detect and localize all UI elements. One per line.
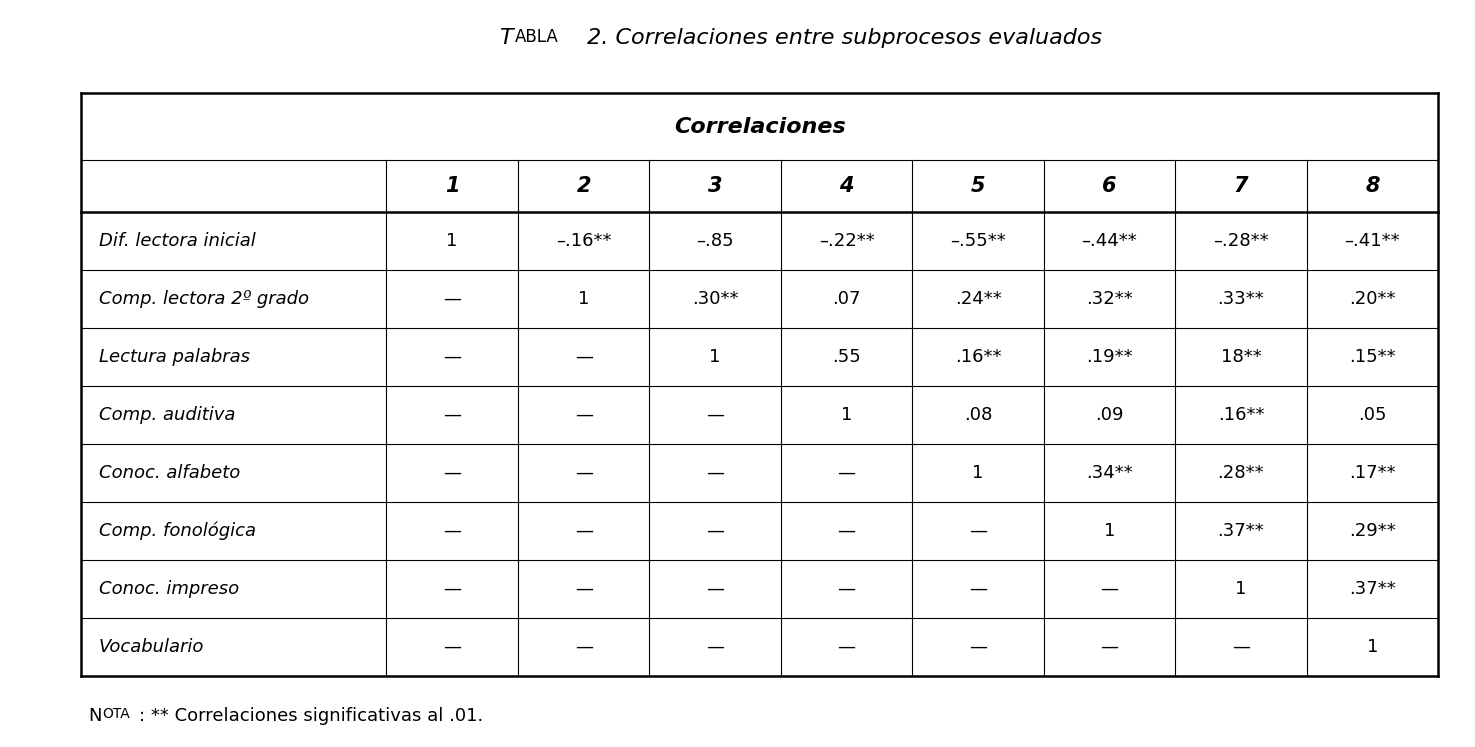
Text: —: — [1100, 638, 1118, 656]
Text: .20**: .20** [1350, 290, 1395, 308]
Text: Comp. lectora 2º grado: Comp. lectora 2º grado [99, 290, 308, 308]
Text: .37**: .37** [1217, 522, 1264, 540]
Text: —: — [575, 522, 593, 540]
Text: —: — [575, 406, 593, 424]
Text: 18**: 18** [1220, 348, 1261, 366]
Text: –.41**: –.41** [1345, 232, 1400, 249]
Text: .09: .09 [1096, 406, 1124, 424]
Text: –.16**: –.16** [556, 232, 612, 249]
Text: Comp. fonológica: Comp. fonológica [99, 521, 255, 540]
Text: 7: 7 [1233, 176, 1248, 196]
Text: —: — [442, 464, 462, 482]
Text: —: — [838, 580, 856, 598]
Text: —: — [442, 348, 462, 366]
Text: —: — [442, 638, 462, 656]
Text: .15**: .15** [1350, 348, 1395, 366]
Text: .34**: .34** [1086, 464, 1133, 482]
Text: —: — [707, 464, 724, 482]
Text: .07: .07 [832, 290, 861, 308]
Text: –.22**: –.22** [819, 232, 875, 249]
Text: —: — [575, 580, 593, 598]
Text: Correlaciones: Correlaciones [674, 117, 845, 137]
Text: 3: 3 [708, 176, 723, 196]
Text: .32**: .32** [1086, 290, 1133, 308]
Text: .17**: .17** [1350, 464, 1395, 482]
Text: .08: .08 [963, 406, 993, 424]
Text: —: — [442, 522, 462, 540]
Text: 1: 1 [578, 290, 590, 308]
Text: –.85: –.85 [696, 232, 735, 249]
Text: 1: 1 [447, 232, 457, 249]
Text: —: — [707, 522, 724, 540]
Text: –.44**: –.44** [1081, 232, 1137, 249]
Text: 1: 1 [445, 176, 459, 196]
Text: —: — [838, 638, 856, 656]
Text: .29**: .29** [1350, 522, 1395, 540]
Text: Comp. auditiva: Comp. auditiva [99, 406, 235, 424]
Text: 2. Correlaciones entre subprocesos evaluados: 2. Correlaciones entre subprocesos evalu… [580, 28, 1102, 49]
Text: —: — [1100, 580, 1118, 598]
Text: : ** Correlaciones significativas al .01.: : ** Correlaciones significativas al .01… [139, 707, 482, 725]
Text: Conoc. impreso: Conoc. impreso [99, 580, 239, 598]
Text: Conoc. alfabeto: Conoc. alfabeto [99, 464, 240, 482]
Text: Vocabulario: Vocabulario [99, 638, 204, 656]
Text: 6: 6 [1102, 176, 1117, 196]
Text: 1: 1 [1103, 522, 1115, 540]
Text: 4: 4 [839, 176, 854, 196]
Text: —: — [969, 638, 987, 656]
Text: T: T [499, 28, 512, 49]
Text: —: — [707, 638, 724, 656]
Text: —: — [1232, 638, 1249, 656]
Text: 1: 1 [1235, 580, 1246, 598]
Text: .37**: .37** [1350, 580, 1395, 598]
Text: Lectura palabras: Lectura palabras [99, 348, 249, 366]
Text: —: — [575, 638, 593, 656]
Text: —: — [575, 464, 593, 482]
Text: –.55**: –.55** [950, 232, 1006, 249]
Text: 5: 5 [971, 176, 985, 196]
Text: .05: .05 [1358, 406, 1386, 424]
Text: .33**: .33** [1217, 290, 1264, 308]
Text: —: — [838, 522, 856, 540]
Text: —: — [707, 580, 724, 598]
Text: —: — [442, 580, 462, 598]
Text: .55: .55 [832, 348, 861, 366]
Text: .24**: .24** [954, 290, 1002, 308]
Text: —: — [575, 348, 593, 366]
Text: 1: 1 [972, 464, 984, 482]
Text: —: — [969, 580, 987, 598]
Text: 8: 8 [1366, 176, 1379, 196]
Text: 1: 1 [709, 348, 721, 366]
Text: .16**: .16** [954, 348, 1002, 366]
Text: —: — [969, 522, 987, 540]
Text: .16**: .16** [1218, 406, 1264, 424]
Text: .19**: .19** [1086, 348, 1133, 366]
Text: —: — [442, 290, 462, 308]
Text: .28**: .28** [1218, 464, 1264, 482]
Text: OTA: OTA [102, 707, 130, 722]
Text: 1: 1 [1367, 638, 1378, 656]
Text: —: — [707, 406, 724, 424]
Text: Dif. lectora inicial: Dif. lectora inicial [99, 232, 255, 249]
Text: 1: 1 [841, 406, 853, 424]
Text: N: N [88, 707, 102, 725]
Text: —: — [838, 464, 856, 482]
Text: —: — [442, 406, 462, 424]
Text: –.28**: –.28** [1212, 232, 1268, 249]
Text: .30**: .30** [692, 290, 739, 308]
Text: 2: 2 [577, 176, 591, 196]
Text: ABLA: ABLA [515, 28, 559, 46]
